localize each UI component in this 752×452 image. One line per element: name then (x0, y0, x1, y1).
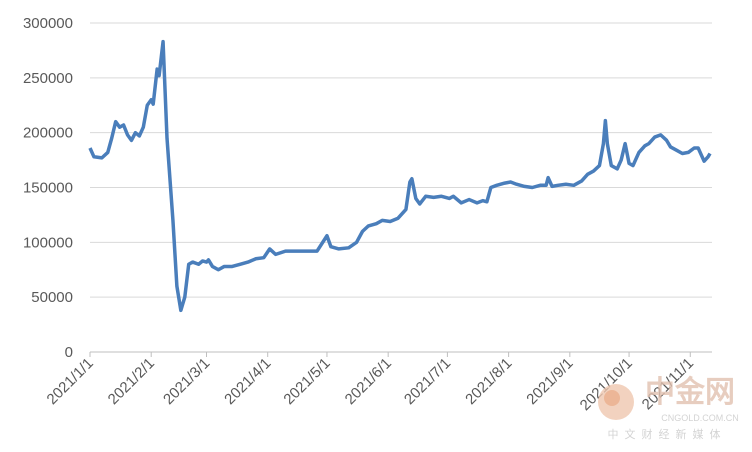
watermark-domain: CNGOLD.COM.CN (661, 413, 739, 423)
watermark-slogan: 中文财经新媒体 (608, 427, 727, 441)
x-tick-label: 2021/4/1 (221, 355, 274, 408)
series-line (88, 39, 712, 313)
y-tick-label: 150000 (23, 180, 73, 197)
x-tick-label: 2021/8/1 (462, 355, 515, 408)
y-tick-label: 100000 (23, 234, 73, 251)
x-tick-label: 2021/9/1 (523, 355, 576, 408)
x-tick-label: 2021/5/1 (280, 355, 333, 408)
y-tick-label: 300000 (23, 15, 73, 32)
watermark-icon (604, 390, 620, 406)
y-tick-label: 0 (65, 344, 73, 361)
x-tick-label: 2021/7/1 (401, 355, 454, 408)
plot: 0 50000 100000 150000 200000 250000 300000 2021… (23, 15, 712, 414)
x-tick-label: 2021/3/1 (160, 355, 213, 408)
x-tick-label: 2021/6/1 (342, 355, 395, 408)
x-tick-label: 2021/1/1 (44, 355, 97, 408)
y-tick-label: 200000 (23, 125, 73, 142)
x-tick-label: 2021/2/1 (105, 355, 158, 408)
y-tick-label: 250000 (23, 70, 73, 87)
watermark-logo: 中金网 (645, 375, 735, 409)
y-tick-label: 50000 (31, 289, 73, 306)
watermark: 中金网 CNGOLD.COM.CN 中文财经新媒体 (598, 375, 739, 441)
